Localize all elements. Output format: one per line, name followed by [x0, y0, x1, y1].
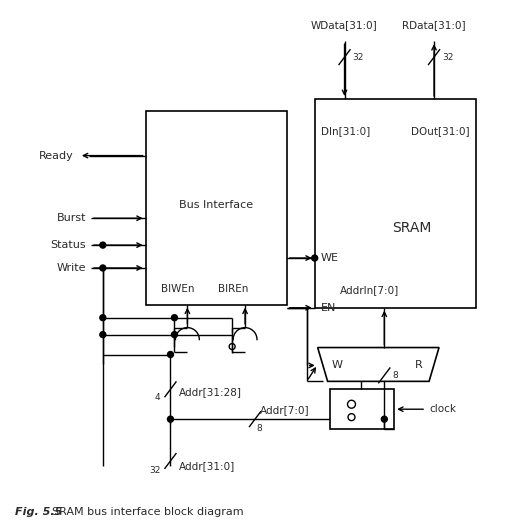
- Text: EN: EN: [321, 302, 336, 313]
- Text: Status: Status: [50, 240, 86, 250]
- Text: 32: 32: [352, 53, 364, 62]
- Text: BIWEn: BIWEn: [161, 284, 194, 294]
- Text: Addr[31:28]: Addr[31:28]: [178, 387, 242, 397]
- Text: Addr[7:0]: Addr[7:0]: [260, 405, 310, 415]
- Text: 8: 8: [392, 371, 398, 380]
- Circle shape: [167, 352, 174, 357]
- Text: SRAM bus interface block diagram: SRAM bus interface block diagram: [45, 506, 244, 516]
- Polygon shape: [318, 347, 439, 382]
- Circle shape: [171, 315, 178, 321]
- Text: Bus Interface: Bus Interface: [179, 200, 253, 210]
- Text: Ready: Ready: [39, 151, 74, 161]
- Circle shape: [100, 242, 106, 248]
- Polygon shape: [315, 99, 476, 308]
- Circle shape: [171, 331, 178, 338]
- Circle shape: [167, 416, 174, 422]
- Text: SRAM: SRAM: [392, 221, 431, 235]
- Text: 4: 4: [155, 393, 161, 402]
- Text: AddrIn[7:0]: AddrIn[7:0]: [340, 285, 399, 295]
- Text: Addr[31:0]: Addr[31:0]: [178, 461, 235, 471]
- Text: R: R: [415, 360, 423, 370]
- Text: WE: WE: [321, 253, 339, 263]
- Text: Fig. 5.5: Fig. 5.5: [15, 506, 63, 516]
- Circle shape: [100, 331, 106, 338]
- Polygon shape: [146, 111, 287, 305]
- Text: 32: 32: [149, 466, 161, 475]
- Text: 8: 8: [256, 424, 262, 433]
- Text: RData[31:0]: RData[31:0]: [402, 21, 466, 30]
- Circle shape: [381, 416, 387, 422]
- Circle shape: [100, 315, 106, 321]
- Text: BIREn: BIREn: [218, 284, 248, 294]
- Text: WData[31:0]: WData[31:0]: [311, 21, 378, 30]
- Text: 32: 32: [442, 53, 453, 62]
- Text: Write: Write: [57, 263, 86, 273]
- Circle shape: [312, 255, 318, 261]
- Text: clock: clock: [429, 404, 456, 414]
- Text: DIn[31:0]: DIn[31:0]: [321, 126, 370, 136]
- Text: DOut[31:0]: DOut[31:0]: [411, 126, 470, 136]
- Text: W: W: [332, 360, 343, 370]
- Circle shape: [100, 265, 106, 271]
- Polygon shape: [330, 389, 394, 429]
- Text: Burst: Burst: [57, 213, 86, 223]
